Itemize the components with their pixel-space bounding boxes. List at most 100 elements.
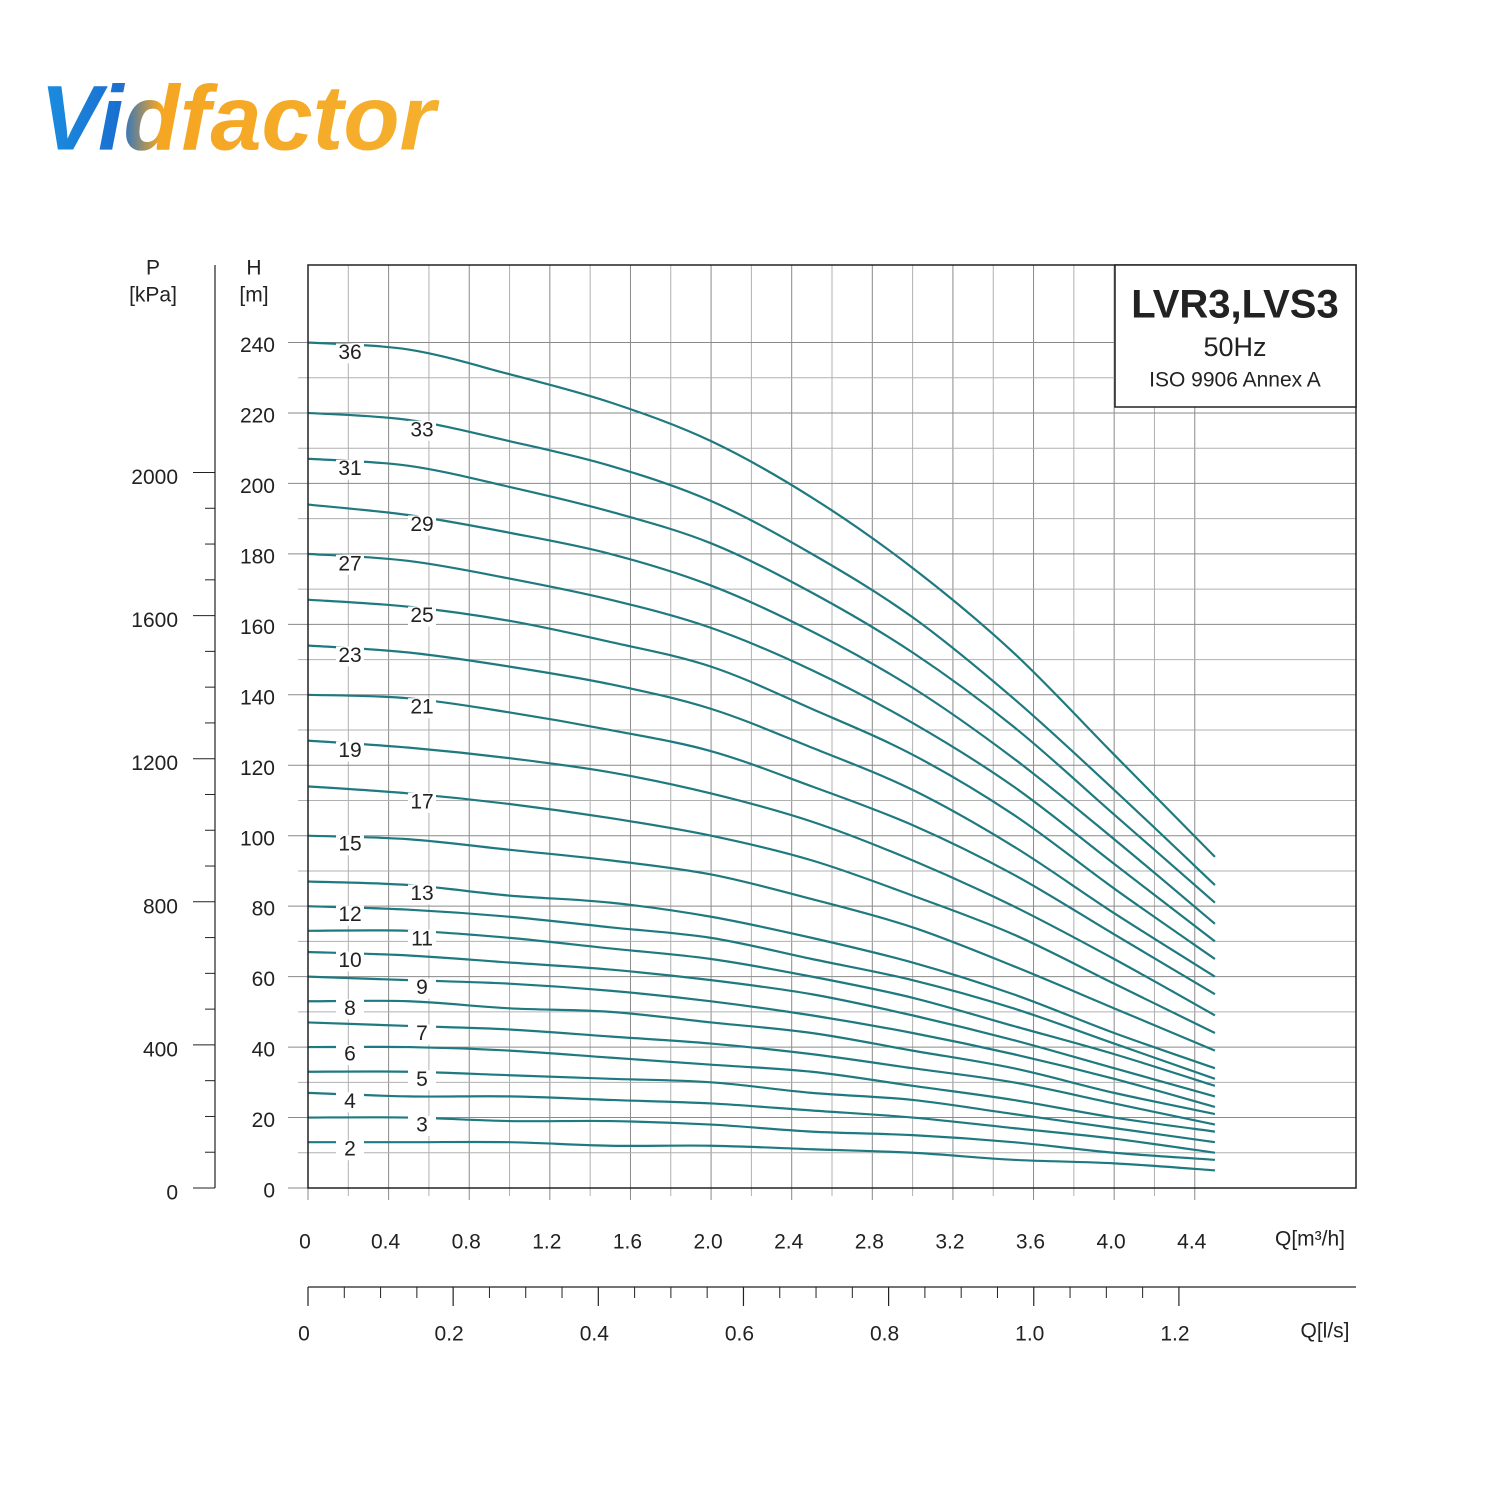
- x-tick-label: 4.0: [1097, 1231, 1126, 1254]
- curve-label-bg: [408, 698, 436, 719]
- x2-tick-label: 0: [298, 1323, 310, 1346]
- curve-label-bg: [408, 606, 436, 627]
- y-axis-label: H: [246, 257, 261, 280]
- pump-curve: [307, 785, 1216, 1034]
- y-tick-label: 140: [240, 686, 275, 709]
- title-box: [1114, 264, 1357, 408]
- y-tick-label: 200: [240, 475, 275, 498]
- y-tick-label: 40: [252, 1039, 275, 1062]
- y-axis-label: [m]: [239, 284, 268, 307]
- x-tick-label: 1.2: [532, 1231, 561, 1254]
- curve-label-bg: [408, 420, 436, 441]
- curve-label: 2: [344, 1138, 356, 1161]
- y2-tick-label: 0: [166, 1182, 178, 1205]
- curve-label: 33: [410, 418, 433, 441]
- curve-label-bg: [336, 951, 364, 972]
- chart-subtitle: 50Hz: [1203, 332, 1266, 362]
- curve-label: 6: [344, 1043, 356, 1066]
- curve-label-bg: [408, 978, 436, 999]
- chart-title: LVR3,LVS3: [1131, 283, 1338, 327]
- curve-label-bg: [336, 554, 364, 575]
- pump-curve: [307, 929, 1216, 1087]
- x2-tick-label: 0.6: [725, 1323, 754, 1346]
- curve-label: 7: [416, 1022, 428, 1045]
- y-tick-label: 80: [252, 898, 275, 921]
- curve-label: 5: [416, 1068, 428, 1091]
- pump-curve: [307, 975, 1216, 1109]
- y-tick-label: 160: [240, 616, 275, 639]
- curve-label-bg: [408, 1024, 436, 1045]
- chart-note: ISO 9906 Annex A: [1149, 369, 1321, 392]
- curve-label: 31: [338, 457, 361, 480]
- curve-label: 17: [410, 790, 433, 813]
- curve-label: 29: [410, 513, 433, 536]
- y-tick-label: 120: [240, 757, 275, 780]
- pump-curve: [307, 1091, 1216, 1154]
- curve-label: 36: [338, 341, 361, 364]
- x-tick-label: 0.4: [371, 1231, 401, 1254]
- y-tick-label: 220: [240, 405, 275, 428]
- curve-label-bg: [408, 884, 436, 905]
- y-tick-label: 180: [240, 545, 275, 568]
- y-tick-label: 240: [240, 334, 275, 357]
- y2-axis-label: P: [146, 257, 160, 280]
- pump-curve: [307, 1021, 1216, 1126]
- x2-tick-label: 1.0: [1015, 1323, 1044, 1346]
- x2-tick-label: 0.8: [870, 1323, 899, 1346]
- pump-curve: [307, 739, 1216, 1017]
- logo: Vidfactor: [40, 67, 440, 169]
- curve-label: 8: [344, 997, 356, 1020]
- x2-tick-label: 1.2: [1160, 1323, 1189, 1346]
- y-tick-label: 60: [252, 968, 275, 991]
- x-tick-label: 2.8: [855, 1231, 884, 1254]
- pump-curve: [307, 411, 1216, 886]
- curve-label-bg: [336, 741, 364, 762]
- x-tick-label: 0: [299, 1231, 311, 1254]
- curve-label-bg: [336, 835, 364, 856]
- curve-label-bg: [336, 999, 364, 1020]
- curve-label-bg: [336, 905, 364, 926]
- x2-tick-label: 0.4: [580, 1323, 610, 1346]
- x-axis-label: Q[m³/h]: [1275, 1228, 1345, 1251]
- pump-curve: [307, 1116, 1215, 1161]
- curve-label-bg: [408, 515, 436, 536]
- curve-label: 21: [410, 696, 433, 719]
- curve-label: 10: [338, 949, 361, 972]
- curve-label-bg: [336, 1045, 364, 1066]
- pump-curve: [307, 644, 1216, 978]
- pump-curve: [307, 999, 1216, 1116]
- curve-label-bg: [336, 1140, 364, 1161]
- x2-tick-label: 0.2: [435, 1323, 464, 1346]
- pump-curve: [307, 693, 1216, 996]
- pump-curve: [307, 457, 1216, 904]
- x-tick-label: 1.6: [613, 1231, 642, 1254]
- curve-label: 19: [338, 739, 361, 762]
- pump-curve: [307, 950, 1216, 1098]
- y2-tick-label: 1600: [131, 609, 178, 632]
- x-tick-label: 2.4: [774, 1231, 804, 1254]
- curve-label-bg: [336, 1092, 364, 1113]
- pump-curve: [307, 598, 1216, 960]
- curve-label: 4: [344, 1090, 356, 1113]
- pump-curve: [307, 880, 1216, 1070]
- curves: [307, 341, 1216, 1172]
- y2-tick-label: 800: [143, 895, 178, 918]
- curve-label: 27: [338, 552, 361, 575]
- pump-curve: [307, 341, 1216, 858]
- curve-label-bg: [336, 343, 364, 364]
- x2-axis-label: Q[l/s]: [1300, 1320, 1349, 1343]
- curve-label-bg: [336, 459, 364, 480]
- pump-curve: [307, 834, 1216, 1052]
- y-tick-label: 0: [263, 1180, 275, 1203]
- pump-curve: [307, 503, 1216, 925]
- pump-curve: [307, 1045, 1216, 1133]
- curve-label-bg: [408, 792, 436, 813]
- curve-label: 13: [410, 882, 433, 905]
- y2-tick-label: 2000: [131, 466, 178, 489]
- pump-curve: [307, 552, 1216, 943]
- curve-label-bg: [336, 646, 364, 667]
- x-tick-label: 3.2: [935, 1231, 964, 1254]
- curve-label: 3: [416, 1114, 428, 1137]
